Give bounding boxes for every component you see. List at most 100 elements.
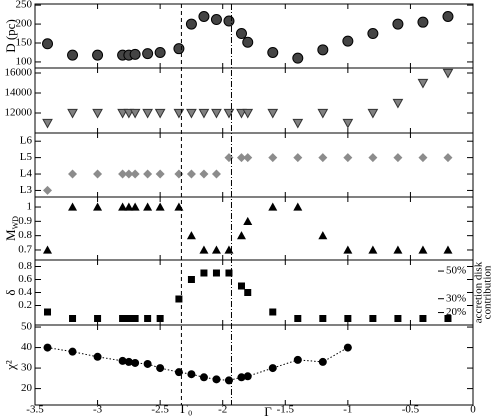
point bbox=[236, 153, 246, 163]
point bbox=[118, 202, 128, 211]
y-tick-label: 0.2 bbox=[18, 299, 32, 311]
point bbox=[244, 289, 252, 296]
point bbox=[269, 308, 277, 316]
point bbox=[143, 169, 153, 179]
point bbox=[318, 153, 328, 163]
point bbox=[93, 169, 103, 179]
point bbox=[199, 245, 209, 254]
point bbox=[68, 202, 78, 211]
point bbox=[186, 169, 196, 179]
y-axis-label: δ bbox=[3, 289, 18, 295]
point bbox=[156, 315, 164, 322]
point bbox=[129, 48, 141, 60]
point bbox=[442, 10, 454, 22]
x-tick-label: -1.5 bbox=[277, 404, 295, 416]
point bbox=[443, 153, 453, 163]
y-axis-label-subscript: WD bbox=[11, 216, 20, 230]
point bbox=[317, 44, 329, 56]
y-axis-label: MWD bbox=[3, 216, 20, 241]
x-tick-label: -2 bbox=[218, 404, 227, 416]
y-tick-label: L3 bbox=[20, 184, 33, 196]
y-tick-label: 100 bbox=[16, 55, 33, 67]
point bbox=[237, 282, 245, 290]
point bbox=[118, 169, 128, 179]
point bbox=[368, 153, 378, 163]
point bbox=[292, 118, 304, 129]
point bbox=[143, 202, 153, 211]
y-tick-label: 20 bbox=[21, 382, 33, 394]
y-tick-label: 50 bbox=[21, 321, 33, 333]
point bbox=[43, 185, 53, 195]
y-axis-label-main: M bbox=[3, 229, 18, 241]
point bbox=[212, 375, 221, 384]
y2-axis-label: accretion disk bbox=[473, 261, 485, 323]
point bbox=[156, 364, 165, 373]
point bbox=[417, 16, 429, 28]
point bbox=[93, 352, 102, 361]
point bbox=[131, 358, 140, 367]
point bbox=[185, 18, 197, 30]
point bbox=[225, 269, 233, 277]
point bbox=[393, 153, 403, 163]
point bbox=[174, 169, 184, 179]
y-axis-label: χ² bbox=[3, 360, 18, 371]
point bbox=[442, 68, 454, 79]
point bbox=[293, 153, 303, 163]
y-tick-label: 0.8 bbox=[18, 260, 32, 272]
point bbox=[223, 15, 235, 27]
point bbox=[344, 315, 352, 322]
point bbox=[267, 46, 279, 58]
point bbox=[155, 169, 165, 179]
point bbox=[343, 153, 353, 163]
y-tick-label: L5 bbox=[20, 151, 33, 163]
point bbox=[236, 231, 246, 240]
point bbox=[418, 153, 428, 163]
point bbox=[43, 245, 53, 254]
point bbox=[368, 245, 378, 254]
point bbox=[67, 49, 79, 61]
point bbox=[144, 315, 152, 322]
point bbox=[119, 315, 127, 322]
point bbox=[418, 245, 428, 254]
point bbox=[342, 35, 354, 47]
y-tick-label: 1 bbox=[27, 201, 33, 213]
point bbox=[198, 10, 210, 22]
point bbox=[367, 28, 379, 40]
point bbox=[419, 315, 427, 322]
point bbox=[42, 118, 53, 129]
x-tick-label: -1 bbox=[343, 404, 352, 416]
point bbox=[67, 108, 78, 119]
point bbox=[210, 14, 222, 26]
point bbox=[118, 356, 127, 365]
y-tick-label: 200 bbox=[16, 18, 33, 30]
point bbox=[444, 315, 452, 322]
point bbox=[43, 343, 52, 352]
y-tick-label: 0.6 bbox=[18, 273, 32, 285]
y-tick-label: 250 bbox=[16, 0, 33, 11]
point bbox=[154, 46, 166, 58]
point bbox=[211, 245, 221, 254]
reference-label: Γ₀ bbox=[180, 401, 192, 416]
point bbox=[237, 373, 246, 382]
point bbox=[293, 355, 302, 364]
point bbox=[369, 315, 377, 322]
point bbox=[342, 118, 354, 129]
point bbox=[124, 169, 134, 179]
point bbox=[243, 216, 253, 225]
point bbox=[343, 245, 353, 254]
point bbox=[198, 108, 210, 119]
point bbox=[293, 202, 303, 211]
y-tick-label: 14000 bbox=[5, 87, 33, 99]
point bbox=[443, 245, 453, 254]
point bbox=[124, 202, 134, 211]
point bbox=[155, 202, 165, 211]
point bbox=[187, 370, 196, 379]
x-tick-label: -0.5 bbox=[402, 404, 420, 416]
point bbox=[117, 108, 128, 119]
point bbox=[68, 169, 78, 179]
point bbox=[394, 315, 402, 322]
y-tick-label: 30 bbox=[21, 362, 33, 374]
point bbox=[173, 43, 185, 55]
panel-frame bbox=[34, 324, 474, 406]
